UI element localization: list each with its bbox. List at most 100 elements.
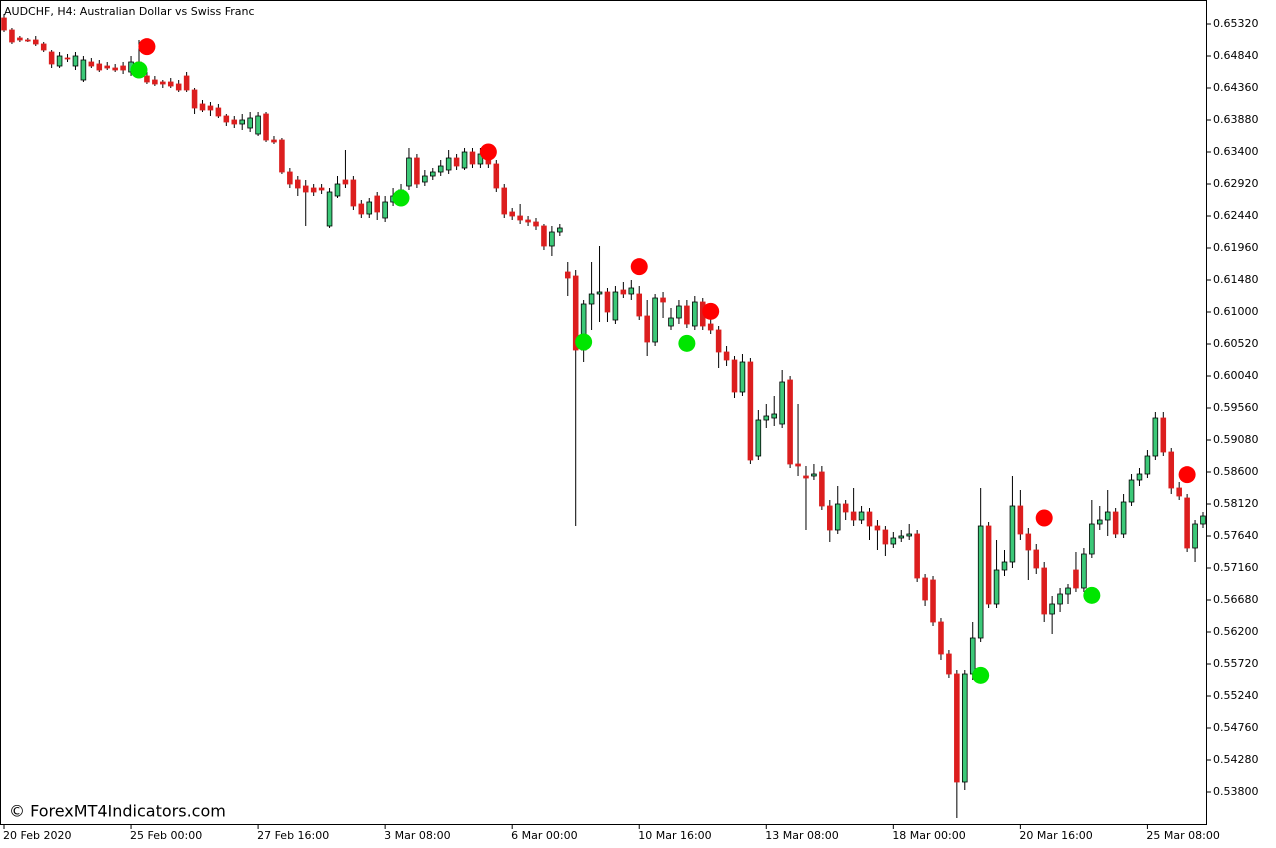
candle-body bbox=[1104, 511, 1111, 521]
x-tick-label: 20 Mar 16:00 bbox=[1019, 829, 1092, 842]
candle-body bbox=[684, 305, 690, 325]
candle-body bbox=[906, 533, 912, 537]
candle-body bbox=[827, 505, 833, 531]
candle-body bbox=[676, 305, 682, 319]
y-tick-label: 0.62440 bbox=[1213, 209, 1259, 222]
candle-body bbox=[144, 75, 150, 83]
candle-body bbox=[1009, 505, 1016, 563]
sell-signal bbox=[630, 258, 648, 276]
candle-body bbox=[152, 79, 158, 85]
candle-body bbox=[692, 301, 698, 327]
y-tick-label: 0.53800 bbox=[1213, 785, 1259, 798]
candle-body bbox=[533, 221, 539, 227]
x-tick-label: 25 Feb 00:00 bbox=[130, 829, 202, 842]
candle-body bbox=[80, 59, 87, 81]
candle-body bbox=[1096, 519, 1103, 525]
candle-body bbox=[707, 323, 714, 331]
candle-body bbox=[239, 119, 245, 125]
candle-body bbox=[541, 225, 547, 247]
candle-body bbox=[9, 29, 15, 43]
candle-body bbox=[1017, 505, 1024, 535]
candle-body bbox=[898, 535, 905, 539]
y-tick-label: 0.56200 bbox=[1213, 625, 1259, 638]
candle-body bbox=[295, 179, 301, 189]
candle-body bbox=[850, 511, 857, 521]
y-tick-label: 0.63400 bbox=[1213, 145, 1259, 158]
candle-body bbox=[207, 105, 214, 111]
y-tick-label: 0.60520 bbox=[1213, 337, 1259, 350]
buy-signal bbox=[678, 334, 696, 352]
candle-body bbox=[763, 415, 770, 421]
candle-body bbox=[962, 673, 968, 783]
candle-body bbox=[1176, 487, 1182, 497]
candle-body bbox=[1065, 587, 1071, 595]
candle-body bbox=[231, 119, 238, 125]
x-tick-label: 25 Mar 08:00 bbox=[1146, 829, 1219, 842]
candle-body bbox=[167, 81, 174, 87]
candle-body bbox=[1200, 515, 1206, 525]
candle-body bbox=[557, 227, 563, 233]
candle-body bbox=[564, 271, 571, 279]
candle-body bbox=[453, 157, 460, 167]
buy-signal bbox=[972, 666, 990, 684]
candle-body bbox=[1049, 603, 1055, 615]
candle-body bbox=[429, 171, 436, 177]
candle-body bbox=[374, 195, 380, 213]
candle-body bbox=[930, 579, 936, 623]
y-tick-label: 0.59080 bbox=[1213, 433, 1259, 446]
candle-body bbox=[787, 379, 793, 465]
candle-body bbox=[25, 39, 31, 42]
candle-body bbox=[334, 183, 341, 197]
candle-body bbox=[572, 275, 579, 351]
candle-body bbox=[437, 165, 444, 173]
y-tick-label: 0.57160 bbox=[1213, 561, 1259, 574]
candle-body bbox=[588, 293, 595, 305]
candle-body bbox=[64, 57, 71, 60]
candle-body bbox=[1192, 523, 1198, 549]
candle-body bbox=[652, 297, 658, 343]
candle-body bbox=[48, 51, 55, 65]
candle-body bbox=[191, 89, 198, 109]
candle-body bbox=[834, 503, 841, 531]
x-tick-label: 3 Mar 08:00 bbox=[384, 829, 450, 842]
candle-body bbox=[1001, 561, 1008, 571]
candle-body bbox=[1033, 549, 1040, 569]
candle-body bbox=[1160, 417, 1167, 453]
candle-body bbox=[993, 569, 1000, 605]
y-tick-label: 0.61000 bbox=[1213, 305, 1259, 318]
candle-body bbox=[1120, 501, 1127, 535]
candle-body bbox=[1128, 479, 1135, 503]
candle-body bbox=[350, 179, 357, 207]
candle-body bbox=[977, 525, 984, 639]
y-tick-label: 0.64360 bbox=[1213, 81, 1259, 94]
candle-body bbox=[612, 291, 619, 321]
buy-signal bbox=[1083, 586, 1101, 604]
candle-body bbox=[88, 61, 95, 67]
candle-body bbox=[1025, 533, 1032, 551]
candle-body bbox=[1152, 417, 1159, 457]
sell-signal bbox=[479, 143, 497, 161]
candle-body bbox=[731, 359, 738, 393]
candle-body bbox=[1168, 451, 1175, 489]
candle-body bbox=[1073, 569, 1079, 589]
sell-signal bbox=[1035, 509, 1053, 527]
x-tick-label: 20 Feb 2020 bbox=[3, 829, 71, 842]
candle-body bbox=[636, 293, 643, 317]
candle-body bbox=[739, 361, 746, 393]
candle-body bbox=[96, 63, 103, 71]
candle-body bbox=[803, 475, 809, 479]
candle-body bbox=[263, 113, 269, 141]
sell-signal bbox=[1178, 466, 1196, 484]
y-tick-label: 0.54280 bbox=[1213, 753, 1259, 766]
candle-body bbox=[112, 67, 118, 71]
candle-body bbox=[223, 115, 230, 123]
candle-body bbox=[215, 107, 222, 117]
candle-body bbox=[1, 17, 7, 31]
candle-body bbox=[382, 201, 388, 219]
chart-title: AUDCHF, H4: Australian Dollar vs Swiss F… bbox=[4, 5, 255, 18]
candle-body bbox=[890, 537, 897, 545]
x-tick-label: 10 Mar 16:00 bbox=[638, 829, 711, 842]
candle-body bbox=[819, 471, 825, 507]
